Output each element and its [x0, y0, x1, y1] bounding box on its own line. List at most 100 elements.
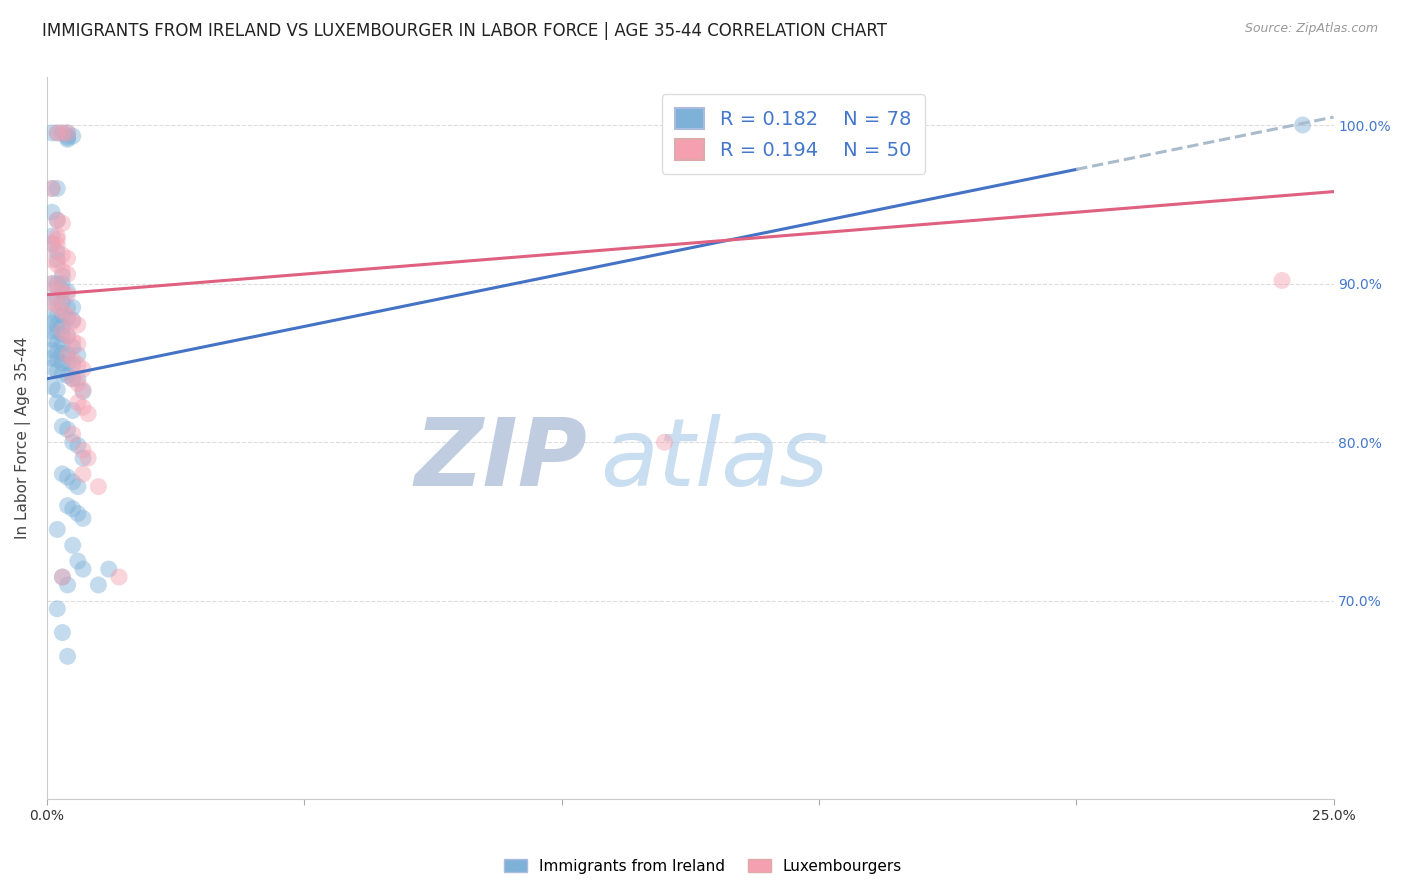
Point — [51, 303, 73, 318]
Point — [41, 343, 63, 358]
Point — [41, 293, 63, 307]
Point — [51, 467, 73, 481]
Point — [51, 319, 73, 334]
Point — [41, 380, 63, 394]
Point — [46, 601, 69, 615]
Point — [62, 358, 84, 372]
Point — [51, 126, 73, 140]
Point — [56, 470, 79, 484]
Point — [46, 280, 69, 294]
Point — [51, 625, 73, 640]
Point — [51, 356, 73, 370]
Point — [46, 352, 69, 367]
Point — [51, 264, 73, 278]
Point — [66, 480, 89, 494]
Point — [46, 213, 69, 227]
Legend: Immigrants from Ireland, Luxembourgers: Immigrants from Ireland, Luxembourgers — [498, 853, 908, 880]
Point — [72, 511, 94, 525]
Point — [56, 309, 79, 323]
Point — [56, 368, 79, 383]
Point — [1291, 118, 1313, 132]
Point — [56, 499, 79, 513]
Point — [66, 395, 89, 409]
Point — [56, 126, 79, 140]
Point — [97, 562, 120, 576]
Point — [46, 523, 69, 537]
Point — [66, 372, 89, 386]
Point — [56, 356, 79, 370]
Point — [66, 507, 89, 521]
Point — [66, 376, 89, 391]
Point — [41, 229, 63, 244]
Point — [56, 126, 79, 140]
Point — [77, 407, 100, 421]
Point — [41, 237, 63, 252]
Point — [56, 301, 79, 315]
Point — [46, 383, 69, 397]
Point — [56, 348, 79, 362]
Point — [56, 329, 79, 343]
Point — [56, 287, 79, 301]
Point — [51, 324, 73, 338]
Y-axis label: In Labor Force | Age 35-44: In Labor Force | Age 35-44 — [15, 337, 31, 540]
Point — [62, 301, 84, 315]
Point — [56, 311, 79, 326]
Point — [51, 570, 73, 584]
Point — [46, 395, 69, 409]
Point — [46, 126, 69, 140]
Point — [41, 324, 63, 338]
Point — [72, 562, 94, 576]
Point — [41, 237, 63, 252]
Point — [62, 501, 84, 516]
Point — [41, 309, 63, 323]
Point — [56, 130, 79, 145]
Point — [41, 252, 63, 267]
Point — [46, 277, 69, 291]
Point — [72, 362, 94, 376]
Point — [66, 348, 89, 362]
Point — [66, 358, 89, 372]
Point — [654, 435, 676, 450]
Text: IMMIGRANTS FROM IRELAND VS LUXEMBOURGER IN LABOR FORCE | AGE 35-44 CORRELATION C: IMMIGRANTS FROM IRELAND VS LUXEMBOURGER … — [42, 22, 887, 40]
Point — [62, 435, 84, 450]
Point — [46, 244, 69, 259]
Point — [56, 252, 79, 266]
Point — [62, 403, 84, 417]
Point — [87, 480, 110, 494]
Point — [51, 277, 73, 291]
Point — [56, 129, 79, 144]
Point — [51, 295, 73, 310]
Point — [41, 126, 63, 140]
Point — [56, 267, 79, 281]
Point — [41, 277, 63, 291]
Point — [46, 229, 69, 244]
Point — [51, 268, 73, 283]
Legend: R = 0.182    N = 78, R = 0.194    N = 50: R = 0.182 N = 78, R = 0.194 N = 50 — [661, 95, 925, 174]
Point — [56, 423, 79, 437]
Point — [51, 309, 73, 323]
Point — [51, 216, 73, 230]
Point — [72, 443, 94, 458]
Point — [51, 419, 73, 434]
Point — [41, 277, 63, 291]
Point — [66, 318, 89, 332]
Point — [72, 401, 94, 415]
Point — [46, 238, 69, 252]
Point — [46, 335, 69, 350]
Point — [41, 316, 63, 330]
Point — [46, 318, 69, 332]
Point — [62, 340, 84, 354]
Point — [51, 337, 73, 351]
Point — [51, 327, 73, 342]
Point — [46, 232, 69, 246]
Point — [62, 475, 84, 489]
Point — [66, 337, 89, 351]
Point — [66, 554, 89, 568]
Point — [46, 258, 69, 272]
Point — [51, 346, 73, 360]
Point — [77, 451, 100, 466]
Point — [41, 205, 63, 219]
Point — [62, 538, 84, 552]
Point — [46, 252, 69, 267]
Point — [51, 285, 73, 299]
